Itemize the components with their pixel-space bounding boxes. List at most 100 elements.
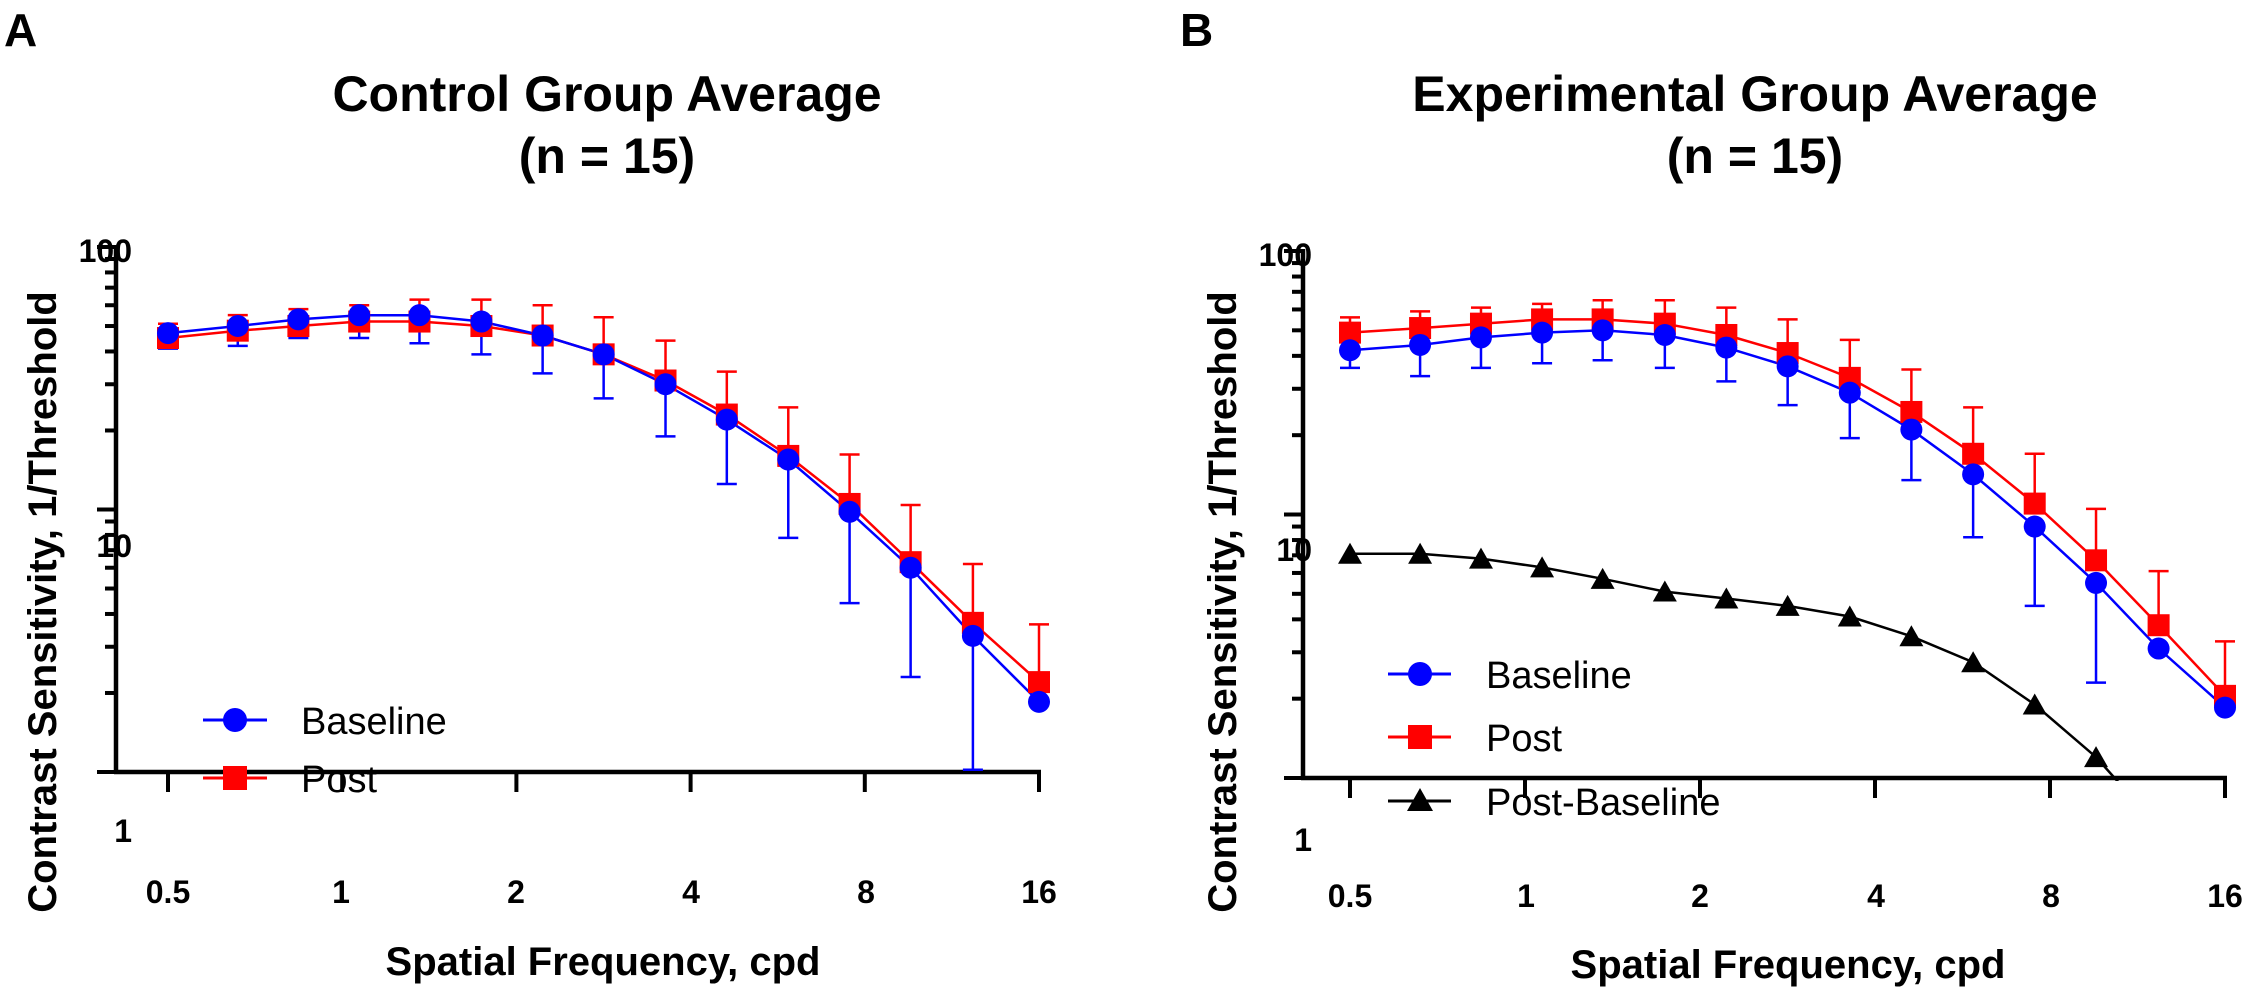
legend-baseline-marker <box>223 708 247 732</box>
baseline-point <box>2085 571 2108 594</box>
post-point <box>1962 442 1985 465</box>
post-baseline-point <box>1652 580 1677 602</box>
panel-b-x-tick-label-8: 8 <box>2042 878 2060 914</box>
post-baseline-point <box>1338 542 1362 564</box>
baseline-point <box>157 322 179 345</box>
baseline-point <box>408 304 431 327</box>
baseline-point <box>1409 333 1432 356</box>
post-point <box>1409 317 1432 340</box>
post-baseline-point <box>1468 547 1493 569</box>
panel-a-x-axis-label: Spatial Frequency, cpd <box>386 940 821 984</box>
panel-b-legend-post-label: Post <box>1486 718 1562 760</box>
legend-post-marker <box>223 766 247 790</box>
post-point <box>2023 492 2046 515</box>
baseline-point <box>2023 515 2046 538</box>
panel-b-legend-post: Post <box>1388 718 1562 760</box>
baseline-point <box>899 556 922 579</box>
baseline-point <box>1776 355 1799 378</box>
baseline-point <box>1715 336 1738 359</box>
panel-b-legend-baseline: Baseline <box>1388 655 1632 697</box>
post-point <box>1339 321 1361 344</box>
baseline-point <box>531 324 554 347</box>
clipped-series-group <box>157 298 1050 771</box>
post-point <box>2147 614 2170 637</box>
panel-a-x-tick-label-0.5: 0.5 <box>146 874 190 910</box>
baseline-point <box>838 500 861 523</box>
post-point <box>1028 671 1050 694</box>
baseline-point <box>1653 323 1676 346</box>
panel-a-y-tick-label-100: 100 <box>79 233 132 269</box>
post-point <box>1900 400 1923 423</box>
post-baseline-point <box>1775 594 1800 616</box>
baseline-point <box>1339 339 1361 362</box>
panel-b-legend: Baseline Post Post-Baseline <box>1388 655 1720 824</box>
panel-b-letter: B <box>1180 4 1213 56</box>
panel-b-x-tick-label-16: 16 <box>2207 878 2243 914</box>
legend-baseline-marker <box>1408 662 1432 686</box>
panel-b-title-line-1: Experimental Group Average <box>1412 66 2097 122</box>
panel-a-plot-area <box>157 298 1050 771</box>
legend-post-baseline-marker <box>1407 788 1433 811</box>
baseline-point <box>715 408 738 431</box>
panel-b-y-tick-label-10: 10 <box>1276 532 1312 568</box>
panel-a-title-line-1: Control Group Average <box>332 66 881 122</box>
panel-a-legend-baseline-label: Baseline <box>301 701 447 743</box>
panel-a-x-tick-label-8: 8 <box>857 874 875 910</box>
panel-a-legend-post-label: Post <box>301 759 377 801</box>
baseline-point <box>1962 463 1985 486</box>
baseline-point <box>777 448 800 471</box>
post-baseline-point <box>1961 651 1986 673</box>
panel-b-x-tick-label-4: 4 <box>1867 878 1885 914</box>
panel-a-x-tick-label-4: 4 <box>682 874 700 910</box>
panel-a-x-tick-label-1: 1 <box>332 874 350 910</box>
panel-a-legend-post: Post <box>203 759 377 801</box>
panel-b-experimental-chart: B Experimental Group Average (n = 15) Co… <box>1180 4 2243 987</box>
post-baseline-point <box>1530 556 1555 578</box>
baseline-point <box>1469 326 1492 349</box>
panel-a-control-chart: A Control Group Average (n = 15) Contras… <box>4 4 1057 984</box>
baseline-point <box>2147 637 2170 660</box>
panel-b-legend-post-baseline: Post-Baseline <box>1388 782 1720 824</box>
baseline-point <box>348 304 371 327</box>
panel-b-y-axis-label: Contrast Sensitivity, 1/Threshold <box>1201 291 1245 913</box>
baseline-point <box>2214 696 2236 719</box>
baseline-point <box>1900 418 1923 441</box>
panel-b-title-line-2: (n = 15) <box>1667 128 1843 184</box>
panel-a-title-line-2: (n = 15) <box>519 128 695 184</box>
post-point <box>2085 549 2108 572</box>
baseline-point <box>654 373 677 396</box>
baseline-point <box>470 310 493 333</box>
panel-b-y-tick-label-1: 1 <box>1294 822 1312 858</box>
panel-a-x-tick-label-16: 16 <box>1021 874 1057 910</box>
panel-a-y-tick-label-1: 1 <box>114 813 132 849</box>
baseline-point <box>1531 321 1554 344</box>
panel-b-x-tick-label-2: 2 <box>1691 878 1709 914</box>
baseline-point <box>961 624 984 647</box>
baseline-point <box>287 308 310 331</box>
panel-b-legend-baseline-label: Baseline <box>1486 655 1632 697</box>
clipped-series-group <box>1338 299 2236 781</box>
post-baseline-point <box>1714 587 1739 609</box>
panel-b-x-axis-label: Spatial Frequency, cpd <box>1571 943 2006 987</box>
panel-b-axes <box>1284 249 2227 798</box>
post-baseline-point <box>1837 605 1862 627</box>
post-baseline-point <box>1590 567 1615 589</box>
post-baseline-point <box>1899 625 1924 647</box>
post-baseline-point <box>2084 746 2109 768</box>
panel-a-y-axis-label: Contrast Sensitivity, 1/Threshold <box>21 291 65 913</box>
panel-a-legend: Baseline Post <box>203 701 447 801</box>
panel-a-axes <box>97 245 1041 792</box>
baseline-point <box>592 343 615 366</box>
panel-a-x-tick-label-2: 2 <box>507 874 525 910</box>
panel-a-letter: A <box>4 4 37 56</box>
baseline-point <box>1028 690 1050 713</box>
panel-b-x-tick-label-0.5: 0.5 <box>1328 878 1372 914</box>
post-baseline-point <box>2022 693 2047 715</box>
post-baseline-point <box>1408 542 1433 564</box>
panel-b-x-tick-label-1: 1 <box>1517 878 1535 914</box>
panel-b-legend-post-baseline-label: Post-Baseline <box>1486 782 1720 824</box>
panel-a-legend-baseline: Baseline <box>203 701 447 743</box>
baseline-point <box>1838 381 1861 404</box>
panel-b-plot-area <box>1338 299 2236 781</box>
